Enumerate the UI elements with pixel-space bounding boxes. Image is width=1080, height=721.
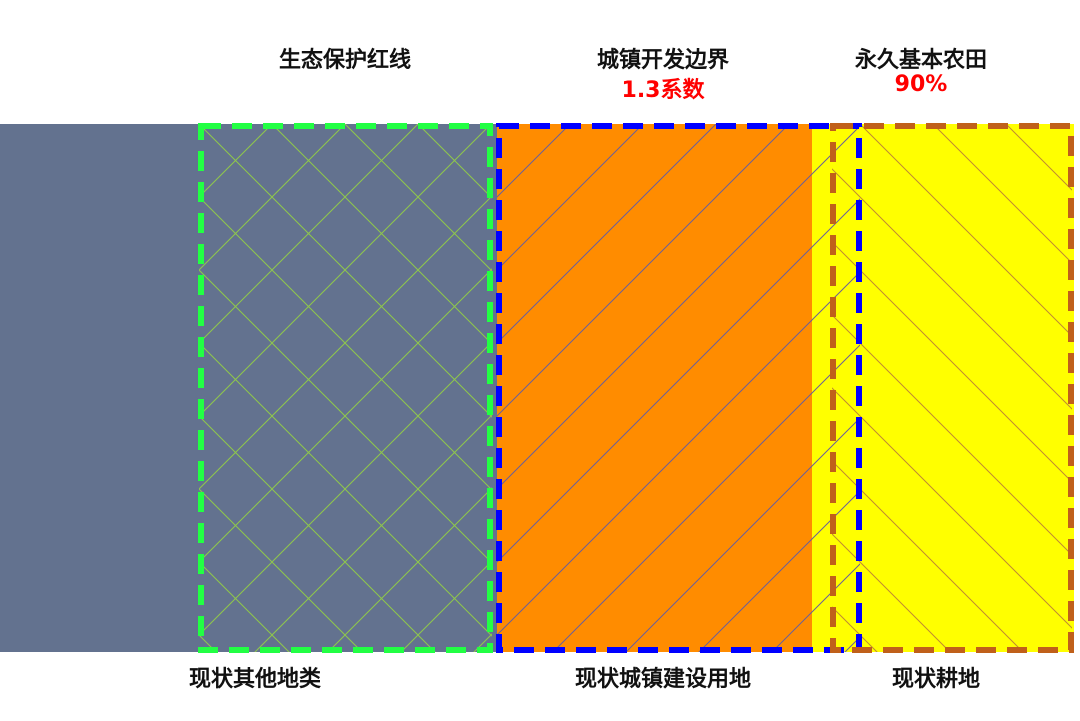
other-land-label: 现状其他地类 xyxy=(188,667,322,692)
urban-title: 城镇开发边界 xyxy=(596,48,730,73)
urban-land-label: 现状城镇建设用地 xyxy=(574,667,752,692)
farmland-label: 现状耕地 xyxy=(891,667,981,692)
farmland-note: 90% xyxy=(894,72,948,97)
urban-boundary xyxy=(496,123,862,653)
urban-hatch xyxy=(497,124,860,652)
farmland-boundary xyxy=(830,123,1074,653)
farmland-hatch xyxy=(832,124,1072,652)
urban-note: 1.3系数 xyxy=(621,78,705,103)
ecological-boundary xyxy=(198,123,493,653)
ecological-hatch xyxy=(199,124,492,652)
ecological-title: 生态保护红线 xyxy=(278,48,412,73)
farmland-title: 永久基本农田 xyxy=(854,48,988,73)
